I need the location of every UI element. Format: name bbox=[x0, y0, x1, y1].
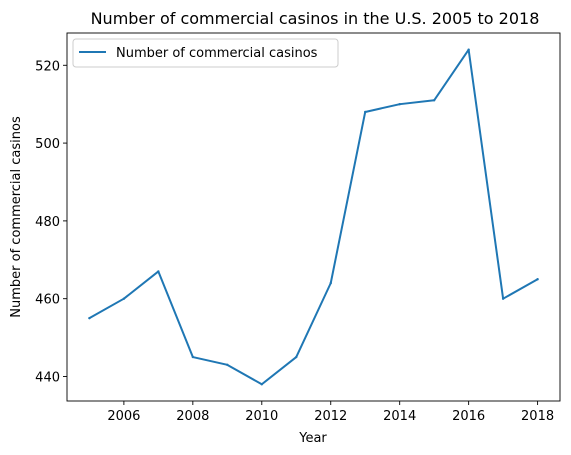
x-tick-label: 2012 bbox=[314, 409, 347, 424]
y-axis-label: Number of commercial casinos bbox=[9, 116, 24, 318]
series-line bbox=[88, 48, 539, 386]
legend-label: Number of commercial casinos bbox=[116, 46, 318, 61]
data-point bbox=[536, 278, 539, 281]
y-tick-label: 500 bbox=[35, 137, 60, 152]
x-tick-label: 2018 bbox=[521, 409, 554, 424]
x-tick-label: 2010 bbox=[245, 409, 278, 424]
data-point bbox=[467, 48, 470, 51]
y-tick-label: 440 bbox=[35, 370, 60, 385]
plot-area bbox=[67, 33, 560, 401]
y-tick-label: 460 bbox=[35, 293, 60, 308]
data-point bbox=[398, 102, 401, 106]
data-point bbox=[501, 297, 505, 300]
chart-title: Number of commercial casinos in the U.S.… bbox=[91, 9, 540, 28]
data-point bbox=[226, 363, 229, 367]
data-point bbox=[157, 270, 160, 273]
legend-box bbox=[72, 38, 339, 68]
data-point bbox=[432, 99, 436, 102]
plot-frame bbox=[66, 32, 561, 402]
data-point bbox=[88, 316, 91, 320]
data-point bbox=[191, 355, 195, 359]
y-tick-label: 520 bbox=[35, 59, 60, 74]
data-point bbox=[329, 281, 332, 285]
y-tick-label: 480 bbox=[35, 215, 60, 230]
x-tick-label: 2016 bbox=[452, 409, 485, 424]
data-point bbox=[295, 355, 298, 359]
data-point bbox=[122, 297, 126, 300]
legend: Number of commercial casinos bbox=[72, 38, 339, 68]
x-tick-label: 2008 bbox=[176, 409, 209, 424]
x-axis-label: Year bbox=[298, 431, 327, 446]
data-point bbox=[364, 110, 367, 114]
data-point bbox=[260, 383, 263, 386]
x-tick-label: 2014 bbox=[383, 409, 416, 424]
x-tick-label: 2006 bbox=[107, 409, 140, 424]
